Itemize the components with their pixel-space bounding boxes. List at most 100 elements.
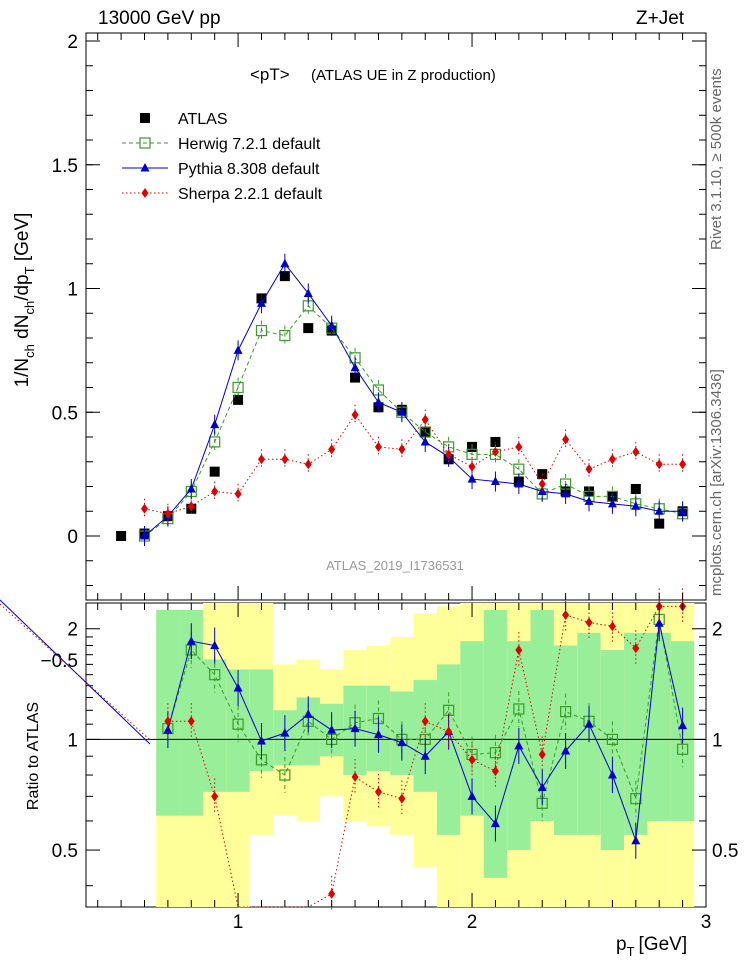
data-point xyxy=(164,508,172,519)
ratio-tick-label-left: 0.5 xyxy=(52,841,78,862)
data-point xyxy=(584,496,594,505)
main-plot: <pT> (ATLAS UE in Z production) ATLAS_20… xyxy=(85,32,707,601)
data-point xyxy=(304,459,312,470)
data-point xyxy=(373,397,383,406)
data-point xyxy=(303,288,313,297)
data-point xyxy=(279,271,290,282)
data-point xyxy=(210,419,220,429)
ratio-point xyxy=(232,718,244,730)
data-point xyxy=(140,503,148,514)
ratio-band-green xyxy=(202,659,227,792)
ratio-point xyxy=(420,751,430,760)
ylabel-part-c-sub: T xyxy=(22,266,37,274)
data-point xyxy=(632,446,640,457)
ratio-band-green xyxy=(460,641,484,816)
data-point xyxy=(209,436,221,448)
data-point xyxy=(467,474,477,483)
ratio-point xyxy=(280,728,290,737)
ratio-tick-label-right: 1 xyxy=(712,730,723,751)
ratio-point xyxy=(654,618,664,627)
ratio-point xyxy=(468,754,476,765)
data-point xyxy=(679,459,687,470)
xlabel-unit: [GeV] xyxy=(639,934,688,955)
data-point xyxy=(398,444,406,455)
xlabel-main: p xyxy=(616,934,627,955)
ratio-point xyxy=(632,643,640,654)
data-point xyxy=(232,381,244,394)
data-point xyxy=(631,501,641,510)
data-point xyxy=(490,476,500,486)
ratio-point xyxy=(515,645,523,656)
ratio-point xyxy=(585,617,593,628)
ratio-point xyxy=(490,818,500,828)
ratio-point xyxy=(328,888,336,899)
ratio-point xyxy=(187,716,195,727)
data-point xyxy=(515,441,523,452)
x-tick-label: 2 xyxy=(467,912,478,933)
y-tick-label: 0.5 xyxy=(52,403,78,424)
ratio-point xyxy=(327,725,337,734)
data-point xyxy=(303,323,314,334)
watermark-label: ATLAS_2019_I1736531 xyxy=(326,558,464,573)
data-point xyxy=(607,498,617,508)
data-point xyxy=(445,449,453,460)
ratio-point xyxy=(186,636,196,645)
y-tick-label-min: −0.5 xyxy=(40,651,78,672)
legend: ATLAS Herwig 7.2.1 default Pythia 8.308 de… xyxy=(122,111,323,203)
x-axis-label: pT [GeV] xyxy=(616,934,687,959)
ratio-point xyxy=(256,736,266,745)
data-point xyxy=(233,345,243,354)
data-point xyxy=(211,486,219,497)
y-tick-label: 2 xyxy=(67,32,78,53)
data-point xyxy=(281,454,289,465)
data-point xyxy=(608,454,616,465)
ratio-point xyxy=(537,782,547,791)
header-left: 13000 GeV pp xyxy=(98,8,221,29)
ratio-point xyxy=(607,770,617,779)
data-point xyxy=(328,444,336,455)
chart-title: <pT> xyxy=(250,65,290,84)
ratio-point xyxy=(209,669,221,681)
ratio-tick-label-right: 2 xyxy=(712,620,723,641)
chart-subtitle: (ATLAS UE in Z production) xyxy=(311,67,496,84)
data-point xyxy=(279,329,291,342)
ratio-band-green xyxy=(179,609,203,816)
ratio-point xyxy=(233,682,243,692)
ratio-point xyxy=(211,791,219,802)
ratio-point xyxy=(467,791,477,800)
data-point xyxy=(350,362,360,372)
data-point xyxy=(374,441,382,452)
ratio-point xyxy=(631,835,641,845)
ratio-point xyxy=(560,706,572,718)
ylabel-part-b-sub: ch xyxy=(22,301,37,315)
ratio-point xyxy=(303,709,313,718)
ratio-tick-label-right: 0.5 xyxy=(712,841,738,862)
ratio-point xyxy=(513,703,525,715)
series-1 xyxy=(138,295,689,546)
data-point xyxy=(139,531,149,540)
data-point xyxy=(116,531,127,541)
data-point xyxy=(491,446,499,457)
data-point xyxy=(514,479,524,488)
ylabel-part-a: 1/N xyxy=(12,358,33,388)
ratio-point xyxy=(421,716,429,727)
ylabel-part-a-sub: ch xyxy=(22,344,37,358)
ratio-band-green xyxy=(249,669,274,772)
ratio-plot xyxy=(85,588,707,912)
ratio-point xyxy=(373,729,383,739)
ratio-point xyxy=(538,749,546,760)
data-point xyxy=(630,483,641,494)
xlabel-sub: T xyxy=(627,944,635,959)
data-point xyxy=(468,461,476,472)
data-point xyxy=(421,414,429,425)
ratio-point xyxy=(397,737,407,747)
data-point xyxy=(256,298,266,307)
y-tick-label: 0 xyxy=(67,527,78,548)
legend-label: Pythia 8.308 default xyxy=(178,161,320,178)
ratio-point xyxy=(374,786,382,797)
ratio-point xyxy=(279,769,291,781)
ratio-plot-frame xyxy=(85,602,707,908)
series-line-2 xyxy=(144,262,683,537)
data-point xyxy=(420,436,430,446)
